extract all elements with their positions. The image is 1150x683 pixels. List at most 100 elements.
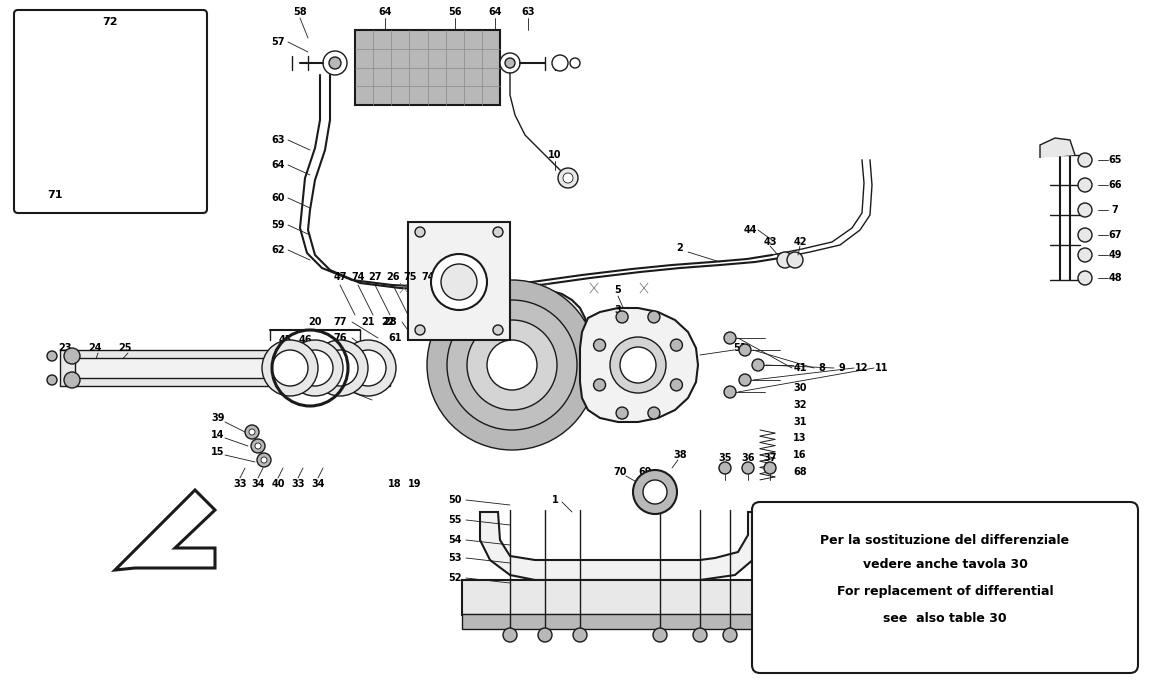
Text: 64: 64 (378, 7, 392, 17)
Polygon shape (115, 118, 155, 155)
Circle shape (670, 379, 682, 391)
Text: 57: 57 (271, 37, 285, 47)
Circle shape (431, 254, 486, 310)
Circle shape (632, 470, 677, 514)
Circle shape (616, 407, 628, 419)
Text: 75: 75 (404, 272, 416, 282)
Text: 77: 77 (334, 317, 347, 327)
Text: 17: 17 (334, 387, 347, 397)
Circle shape (1078, 178, 1092, 192)
Circle shape (573, 628, 586, 642)
Text: 34: 34 (312, 479, 324, 489)
Circle shape (256, 453, 271, 467)
Circle shape (262, 340, 319, 396)
Text: 7: 7 (1112, 205, 1118, 215)
Text: 23: 23 (59, 343, 71, 353)
Text: 10: 10 (549, 150, 561, 160)
Circle shape (427, 280, 597, 450)
Text: 34: 34 (251, 479, 264, 489)
Circle shape (693, 628, 707, 642)
Text: vedere anche tavola 30: vedere anche tavola 30 (862, 559, 1027, 572)
Text: 63: 63 (521, 7, 535, 17)
Polygon shape (431, 289, 590, 442)
Text: 68: 68 (793, 467, 807, 477)
Text: 18: 18 (389, 479, 401, 489)
Circle shape (440, 264, 477, 300)
Circle shape (647, 311, 660, 323)
Text: 56: 56 (448, 7, 462, 17)
Text: 22: 22 (382, 317, 394, 327)
Circle shape (500, 53, 520, 73)
Text: 21: 21 (361, 317, 375, 327)
Text: 61: 61 (389, 333, 401, 343)
Circle shape (255, 443, 261, 449)
Text: 53: 53 (448, 553, 462, 563)
Circle shape (312, 340, 368, 396)
Text: 26: 26 (386, 272, 400, 282)
Text: 19: 19 (408, 479, 422, 489)
Circle shape (493, 227, 503, 237)
Text: 36: 36 (742, 453, 754, 463)
Circle shape (719, 462, 731, 474)
Circle shape (1078, 153, 1092, 167)
Circle shape (64, 348, 81, 364)
Polygon shape (81, 108, 100, 160)
Circle shape (288, 340, 343, 396)
Text: 67: 67 (1109, 230, 1121, 240)
Circle shape (742, 462, 754, 474)
Text: 59: 59 (271, 220, 285, 230)
Text: 60: 60 (271, 193, 285, 203)
Text: 58: 58 (293, 7, 307, 17)
Text: 27: 27 (368, 272, 382, 282)
Circle shape (245, 425, 259, 439)
Circle shape (350, 350, 386, 386)
Text: 20: 20 (308, 317, 322, 327)
Circle shape (653, 628, 667, 642)
Text: 40: 40 (271, 479, 285, 489)
Text: 48: 48 (1109, 273, 1121, 283)
Circle shape (724, 332, 736, 344)
Circle shape (1078, 271, 1092, 285)
Circle shape (340, 340, 396, 396)
Bar (462, 580, 780, 615)
Circle shape (739, 374, 751, 386)
Circle shape (739, 344, 751, 356)
Text: 14: 14 (212, 430, 224, 440)
Circle shape (64, 372, 81, 388)
Polygon shape (408, 222, 509, 340)
Text: 3: 3 (614, 305, 621, 315)
Circle shape (538, 628, 552, 642)
Text: 31: 31 (793, 417, 807, 427)
Circle shape (329, 57, 342, 69)
Circle shape (250, 429, 255, 435)
Text: 71: 71 (47, 190, 63, 200)
Text: 9: 9 (838, 363, 845, 373)
Circle shape (552, 55, 568, 71)
Circle shape (643, 480, 667, 504)
Text: For replacement of differential: For replacement of differential (837, 585, 1053, 598)
Text: 25: 25 (118, 343, 132, 353)
Circle shape (593, 339, 606, 351)
Polygon shape (115, 490, 215, 570)
Text: 2: 2 (676, 243, 683, 253)
Text: 70: 70 (613, 467, 627, 477)
Circle shape (752, 359, 764, 371)
Text: 65: 65 (1109, 155, 1121, 165)
FancyBboxPatch shape (752, 502, 1138, 673)
Text: 51: 51 (734, 343, 746, 353)
Text: 64: 64 (489, 7, 501, 17)
Circle shape (493, 325, 503, 335)
Text: 1: 1 (552, 495, 559, 505)
Text: 50: 50 (448, 495, 462, 505)
Polygon shape (480, 512, 762, 580)
Polygon shape (580, 308, 698, 422)
Bar (55, 30, 164, 95)
Text: 44: 44 (743, 225, 757, 235)
Text: 12: 12 (856, 363, 868, 373)
Circle shape (787, 252, 803, 268)
Bar (462, 614, 780, 629)
Text: 74: 74 (351, 272, 365, 282)
Text: 8: 8 (819, 363, 826, 373)
Text: 28: 28 (383, 317, 397, 327)
Text: 13: 13 (793, 433, 807, 443)
